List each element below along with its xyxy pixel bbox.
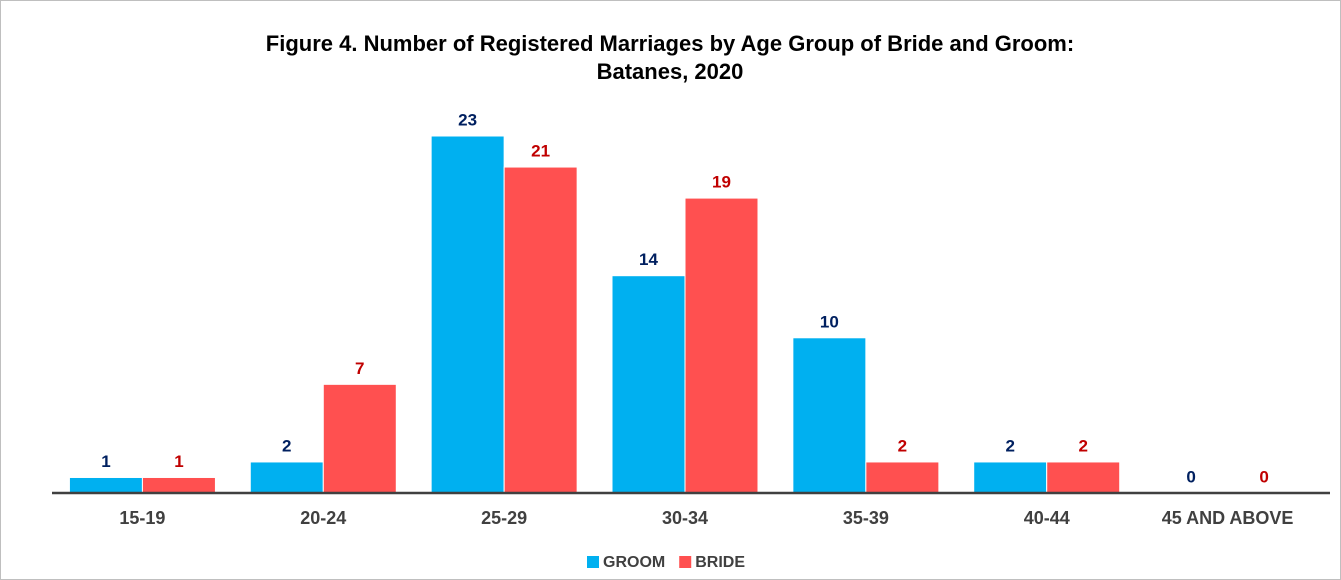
bar <box>68 476 143 494</box>
x-tick-label: 40-44 <box>1024 508 1070 528</box>
data-label: 21 <box>531 142 550 161</box>
legend-label: GROOM <box>603 554 665 571</box>
bar <box>792 337 867 494</box>
bar <box>430 135 505 494</box>
data-label: 2 <box>1078 436 1087 455</box>
legend-swatch <box>587 556 599 568</box>
data-label: 1 <box>101 452 110 471</box>
x-tick-label: 35-39 <box>843 508 889 528</box>
bar <box>141 476 216 494</box>
data-label: 0 <box>1259 467 1268 486</box>
chart-title: Figure 4. Number of Registered Marriages… <box>266 31 1074 56</box>
legend-swatch <box>679 556 692 568</box>
bar <box>611 275 686 494</box>
data-label: 2 <box>898 436 907 455</box>
x-tick-label: 45 AND ABOVE <box>1162 508 1294 528</box>
data-label: 2 <box>1005 436 1014 455</box>
bar <box>503 166 578 494</box>
data-label: 14 <box>639 250 658 269</box>
x-tick-label: 20-24 <box>300 508 346 528</box>
x-tick-label: 15-19 <box>119 508 165 528</box>
bar <box>865 461 940 494</box>
data-label: 23 <box>458 110 477 129</box>
data-label: 19 <box>712 173 731 192</box>
bar <box>322 383 397 494</box>
data-label: 10 <box>820 312 839 331</box>
chart-title: Batanes, 2020 <box>597 59 744 84</box>
bar <box>249 461 324 494</box>
data-label: 7 <box>355 359 364 378</box>
bar <box>1046 461 1121 494</box>
x-tick-label: 25-29 <box>481 508 527 528</box>
data-label: 1 <box>174 452 183 471</box>
legend-label: BRIDE <box>695 554 745 571</box>
bar <box>973 461 1048 494</box>
data-label: 2 <box>282 436 291 455</box>
bar <box>684 197 759 494</box>
data-label: 0 <box>1186 467 1195 486</box>
x-tick-label: 30-34 <box>662 508 708 528</box>
